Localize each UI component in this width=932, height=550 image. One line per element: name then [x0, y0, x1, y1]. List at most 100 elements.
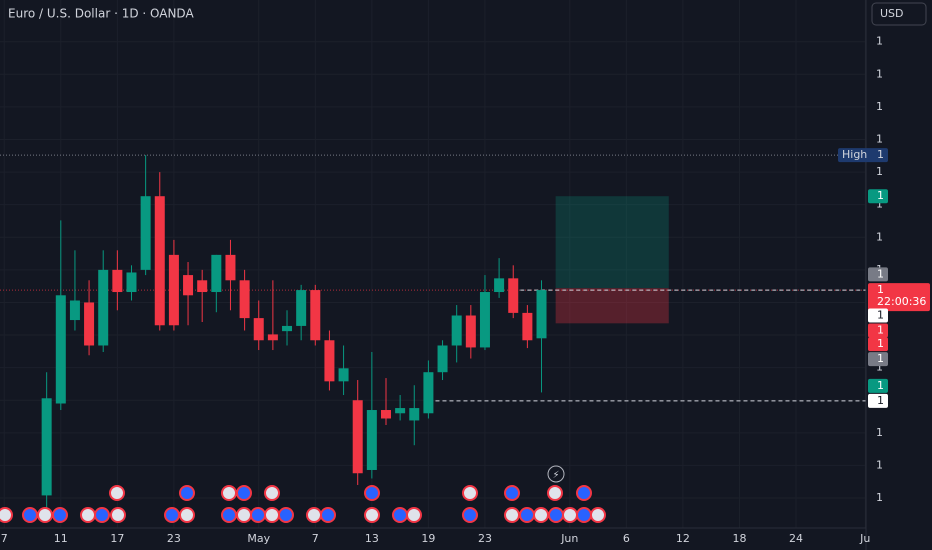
price-tag [868, 393, 888, 408]
x-tick-label: Jun [560, 532, 578, 545]
candle-body [338, 368, 349, 382]
price-tag [868, 323, 888, 338]
alert-circle[interactable] [547, 465, 565, 483]
price-tag [868, 283, 930, 312]
price-tag [868, 267, 888, 282]
candle-body [69, 300, 80, 321]
candle-body [253, 318, 264, 341]
price-tag-label: 1 [877, 323, 884, 336]
event-icon [221, 507, 237, 523]
x-tick-label: 17 [110, 532, 124, 545]
candle-body [536, 290, 547, 339]
candle-body [239, 280, 250, 319]
candle-body [168, 254, 179, 326]
alert-glyph[interactable]: ⚡ [552, 470, 559, 481]
candle-body [437, 345, 448, 373]
candle-body [465, 315, 476, 348]
position-target-zone [555, 196, 669, 289]
event-icon [519, 507, 535, 523]
x-tick-label: 24 [789, 532, 803, 545]
candle-body [366, 410, 377, 470]
y-tick-label: 1 [876, 198, 883, 211]
candle-body [84, 302, 95, 346]
event-icon [80, 507, 96, 523]
high-label: High [842, 148, 867, 161]
alert-icon[interactable]: ⚡ [547, 465, 565, 483]
x-tick-label: 23 [167, 532, 181, 545]
candle-body [211, 254, 222, 293]
event-icon [52, 507, 68, 523]
x-tick-label: May [247, 532, 270, 545]
event-icon [250, 507, 266, 523]
price-tag [868, 378, 888, 393]
price-tag-label: 1 [877, 394, 884, 407]
x-tick-label: 13 [365, 532, 379, 545]
event-icon [320, 507, 336, 523]
candle-body [267, 334, 278, 341]
currency-label[interactable]: USD [880, 7, 904, 20]
candle-body [380, 410, 391, 419]
event-icon [22, 507, 38, 523]
x-tick-label: 7 [312, 532, 319, 545]
event-icon [221, 485, 237, 501]
event-icon [164, 507, 180, 523]
candle-body [225, 254, 236, 281]
candle-body [508, 278, 519, 313]
candle-body [451, 315, 462, 346]
x-tick-label: 6 [623, 532, 630, 545]
y-tick-label: 1 [876, 458, 883, 471]
candle-body [112, 269, 123, 293]
event-icons [0, 485, 606, 523]
y-tick-label: 1 [876, 132, 883, 145]
candle-body [282, 325, 293, 332]
candle-body [522, 312, 533, 341]
y-tick-label: 1 [876, 67, 883, 80]
high-value-label: 1 [877, 148, 884, 161]
event-icon [278, 507, 294, 523]
event-icon [590, 507, 606, 523]
candle-body [55, 295, 66, 404]
currency-button[interactable] [871, 2, 927, 26]
event-icon [94, 507, 110, 523]
event-icon [548, 507, 564, 523]
event-icon [576, 485, 592, 501]
price-tag-label: 1 [877, 267, 884, 280]
countdown: 22:00:36 [877, 295, 926, 308]
event-icon [0, 507, 13, 523]
candle-body [197, 280, 208, 293]
x-tick-label: 7 [1, 532, 8, 545]
plot-area [0, 154, 866, 521]
price-tag-label: 1 [877, 189, 884, 202]
event-icon [236, 485, 252, 501]
price-tag-label: 1 [877, 308, 884, 321]
price-tag [868, 352, 888, 367]
candle-body [409, 408, 420, 421]
event-icon [179, 485, 195, 501]
event-icon [462, 507, 478, 523]
price-tag [868, 308, 888, 323]
y-tick-label: 1 [876, 361, 883, 374]
candle-body [154, 196, 165, 326]
event-icon [504, 507, 520, 523]
price-tag-label: 1 [877, 283, 884, 296]
price-tag-label: 1 [877, 379, 884, 392]
x-tick-label: 19 [421, 532, 435, 545]
candle-body [296, 290, 307, 326]
candle-body [395, 408, 406, 414]
price-tag-label: 1 [877, 352, 884, 365]
candle-body [494, 278, 505, 293]
event-icon [179, 507, 195, 523]
y-tick-label: 1 [876, 165, 883, 178]
y-tick-label: 1 [876, 230, 883, 243]
candle-body [423, 372, 434, 414]
x-tick-label: 18 [732, 532, 746, 545]
candle-body [183, 275, 194, 296]
event-icon [406, 507, 422, 523]
candle-body [41, 398, 52, 496]
candle-body [479, 292, 490, 348]
price-tag-label: 1 [877, 337, 884, 350]
y-tick-label: 1 [876, 35, 883, 48]
candle-body [140, 196, 151, 270]
